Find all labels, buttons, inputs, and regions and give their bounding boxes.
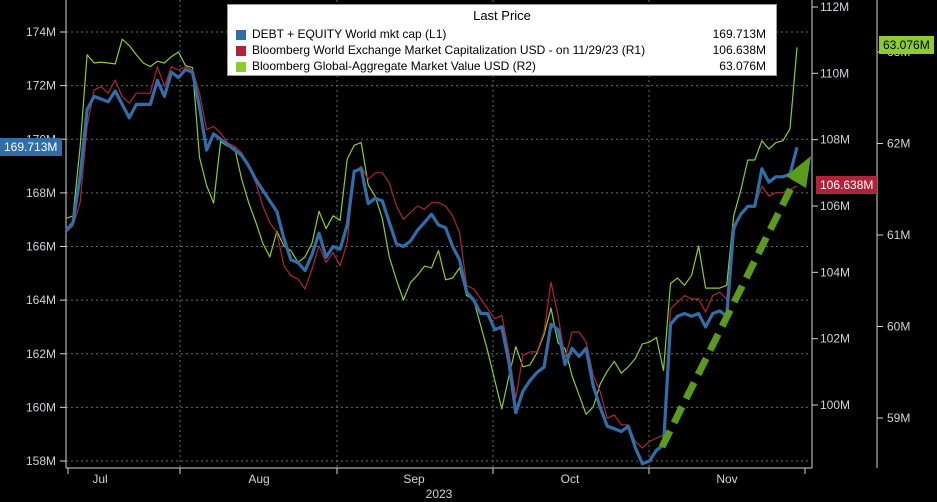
l1-tick-label: 166M	[26, 240, 56, 254]
r1-tick-label: 100M	[820, 398, 850, 412]
r1-tick-label: 112M	[820, 0, 849, 14]
legend-value: 106.638M	[712, 43, 766, 57]
legend-name: Bloomberg World Exchange Market Capitali…	[252, 43, 646, 57]
l1-tick-label: 172M	[26, 79, 56, 93]
grid	[66, 0, 808, 468]
r1-tick-label: 110M	[820, 66, 849, 80]
x-tick-label: Aug	[248, 472, 269, 486]
l1-tick-label: 164M	[26, 293, 56, 307]
r2-tick-label: 60M	[887, 320, 910, 334]
legend-swatch-green	[236, 62, 246, 72]
legend-entry-debt-equity: DEBT + EQUITY World mkt cap (L1) 169.713…	[236, 27, 766, 43]
r2-tick-label: 62M	[887, 137, 910, 151]
series-line-world-exchange	[65, 66, 798, 449]
last-value-tag-r1: 106.638M	[816, 175, 878, 194]
x-tick-label: Oct	[561, 472, 580, 486]
legend-name: DEBT + EQUITY World mkt cap (L1)	[252, 27, 447, 41]
l1-tick-label: 174M	[26, 25, 56, 39]
r1-tick-label: 102M	[820, 332, 850, 346]
l1-tick-label: 158M	[26, 454, 56, 468]
legend-value: 169.713M	[712, 27, 766, 41]
legend-entry-world-exchange: Bloomberg World Exchange Market Capitali…	[236, 43, 766, 59]
l1-tick-label: 160M	[26, 400, 56, 414]
dashed-arrow-head	[786, 156, 811, 188]
legend-name: Bloomberg Global-Aggregate Market Value …	[252, 59, 536, 73]
r2-tick-label: 61M	[887, 228, 910, 242]
legend-value: 63.076M	[719, 59, 766, 73]
l1-tick-label: 162M	[26, 347, 56, 361]
l1-tick-label: 168M	[26, 186, 56, 200]
legend-title: Last Price	[473, 8, 531, 23]
r2-tick-label: 59M	[887, 411, 910, 425]
last-value-tag-l1: 169.713M	[0, 137, 62, 156]
last-value-tag-r2: 63.076M	[879, 36, 934, 55]
annotation-group	[658, 156, 811, 449]
x-axis-year-label: 2023	[426, 487, 453, 501]
x-tick-label: Nov	[716, 472, 737, 486]
dashed-arrow-line	[658, 178, 799, 449]
x-tick-label: Jul	[92, 472, 107, 486]
legend-swatch-red	[236, 46, 246, 56]
series-line-debt-equity	[64, 67, 799, 466]
r1-tick-label: 108M	[820, 133, 850, 147]
legend-entry-global-aggregate: Bloomberg Global-Aggregate Market Value …	[236, 59, 766, 75]
r1-tick-label: 106M	[820, 199, 850, 213]
series-line-global-aggregate	[65, 38, 798, 415]
x-tick-label: Sep	[403, 472, 425, 486]
legend: Last Price DEBT + EQUITY World mkt cap (…	[227, 4, 777, 76]
r1-tick-label: 104M	[820, 265, 850, 279]
legend-swatch-blue	[236, 30, 246, 40]
series-group	[64, 38, 799, 466]
